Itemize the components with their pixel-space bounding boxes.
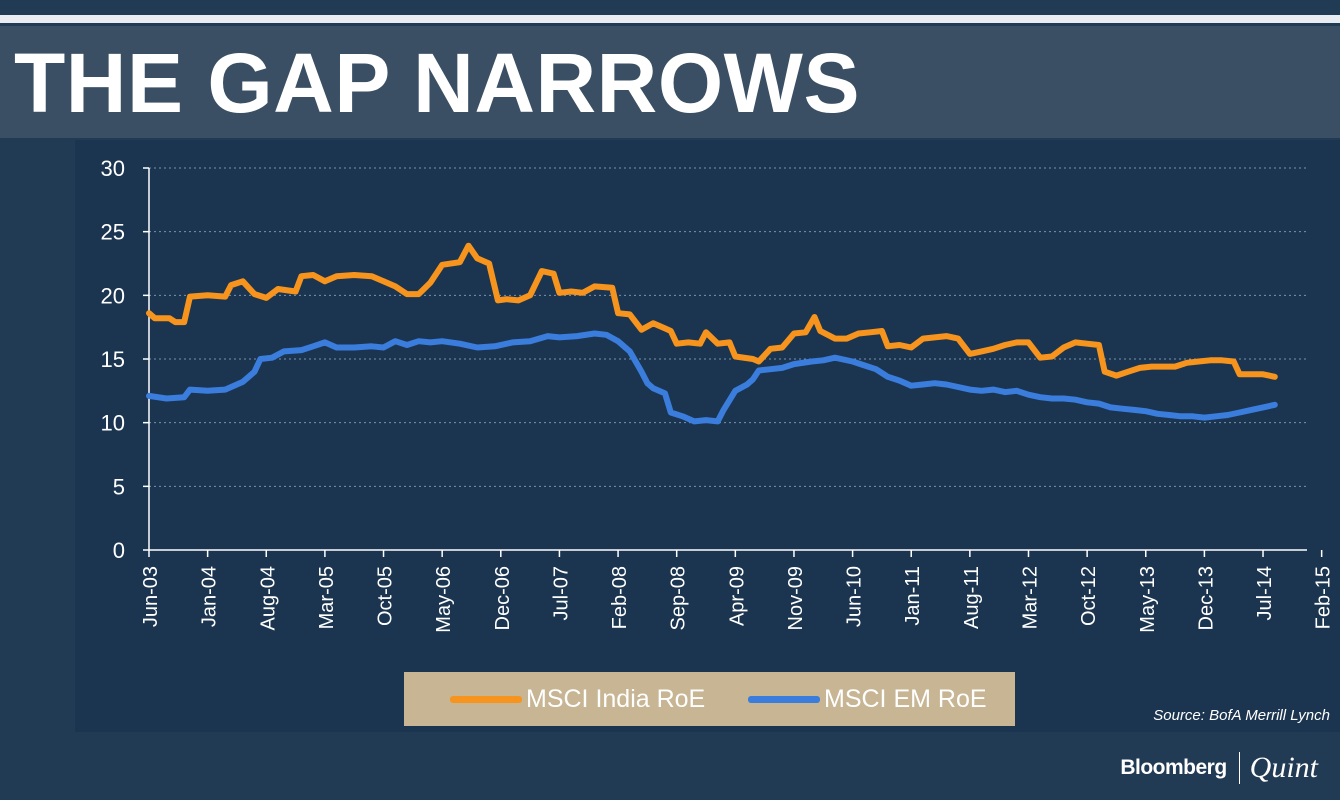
y-tick-label-30: 30	[101, 156, 125, 181]
brand-logo: Bloomberg Quint	[1120, 750, 1318, 786]
top-rule	[0, 15, 1340, 23]
y-tick-label-5: 5	[113, 474, 125, 499]
y-tick-label-0: 0	[113, 538, 125, 563]
legend-label-india: MSCI India RoE	[526, 684, 706, 713]
roe-line-chart: 0 5 10 15 20 25 30 Jun-03 Jan-04 Aug-04 Mar-05 Oct…	[101, 156, 1335, 633]
x-tick-label-11: Nov-09	[785, 566, 807, 630]
page-title: THE GAP NARROWS	[14, 36, 860, 130]
legend-swatch-em	[748, 695, 820, 703]
legend-item-em: MSCI EM RoE	[748, 672, 987, 726]
y-tick-label-15: 15	[101, 347, 125, 372]
x-tick-label-12: Jun-10	[844, 566, 866, 627]
x-tick-label-14: Aug-11	[961, 566, 983, 629]
brand-divider	[1238, 752, 1240, 784]
x-tick-label-8: Feb-08	[609, 566, 631, 629]
x-tick-label-20: Feb-15	[1313, 566, 1335, 629]
legend-item-india: MSCI India RoE	[450, 672, 705, 726]
chart-panel: 0 5 10 15 20 25 30 Jun-03 Jan-04 Aug-04 Mar-05 Oct…	[75, 140, 1340, 732]
y-tick-label-25: 25	[101, 220, 125, 245]
legend-label-em: MSCI EM RoE	[824, 684, 987, 713]
x-tick-label-7: Jul-07	[550, 566, 572, 620]
x-tick-label-18: Dec-13	[1195, 566, 1217, 630]
series-line-india	[146, 242, 1278, 380]
y-tick-labels: 0 5 10 15 20 25 30	[101, 156, 125, 563]
chart-axes	[143, 167, 1323, 557]
x-tick-label-3: Mar-05	[316, 566, 338, 629]
chart-series	[146, 242, 1278, 425]
x-tick-label-9: Sep-08	[668, 566, 690, 631]
x-tick-label-13: Jan-11	[902, 566, 924, 626]
title-band	[0, 26, 1340, 138]
y-tick-label-20: 20	[101, 283, 125, 308]
y-tick-label-10: 10	[101, 411, 125, 436]
x-tick-label-2: Aug-04	[257, 566, 279, 631]
x-tick-label-19: Jul-14	[1254, 566, 1276, 620]
x-tick-label-15: Mar-12	[1019, 566, 1041, 629]
x-tick-label-10: Apr-09	[726, 566, 748, 626]
chart-legend: MSCI India RoE MSCI EM RoE	[404, 672, 1015, 726]
series-line-em	[146, 330, 1278, 425]
source-note: Source: BofA Merrill Lynch	[1153, 707, 1330, 724]
x-tick-labels: Jun-03 Jan-04 Aug-04 Mar-05 Oct-05 May-06 Dec-…	[140, 566, 1335, 633]
x-tick-label-17: May-13	[1137, 566, 1159, 633]
brand-quint: Quint	[1249, 751, 1318, 784]
brand-bloomberg: Bloomberg	[1120, 756, 1227, 779]
x-tick-label-16: Oct-12	[1078, 566, 1100, 626]
legend-swatch-india	[450, 695, 522, 703]
x-tick-label-1: Jan-04	[199, 566, 221, 627]
x-tick-label-6: Dec-06	[492, 566, 514, 630]
x-tick-label-5: May-06	[433, 566, 455, 633]
x-tick-label-4: Oct-05	[375, 566, 397, 626]
x-tick-label-0: Jun-03	[140, 566, 162, 627]
chart-gridlines	[149, 167, 1307, 487]
